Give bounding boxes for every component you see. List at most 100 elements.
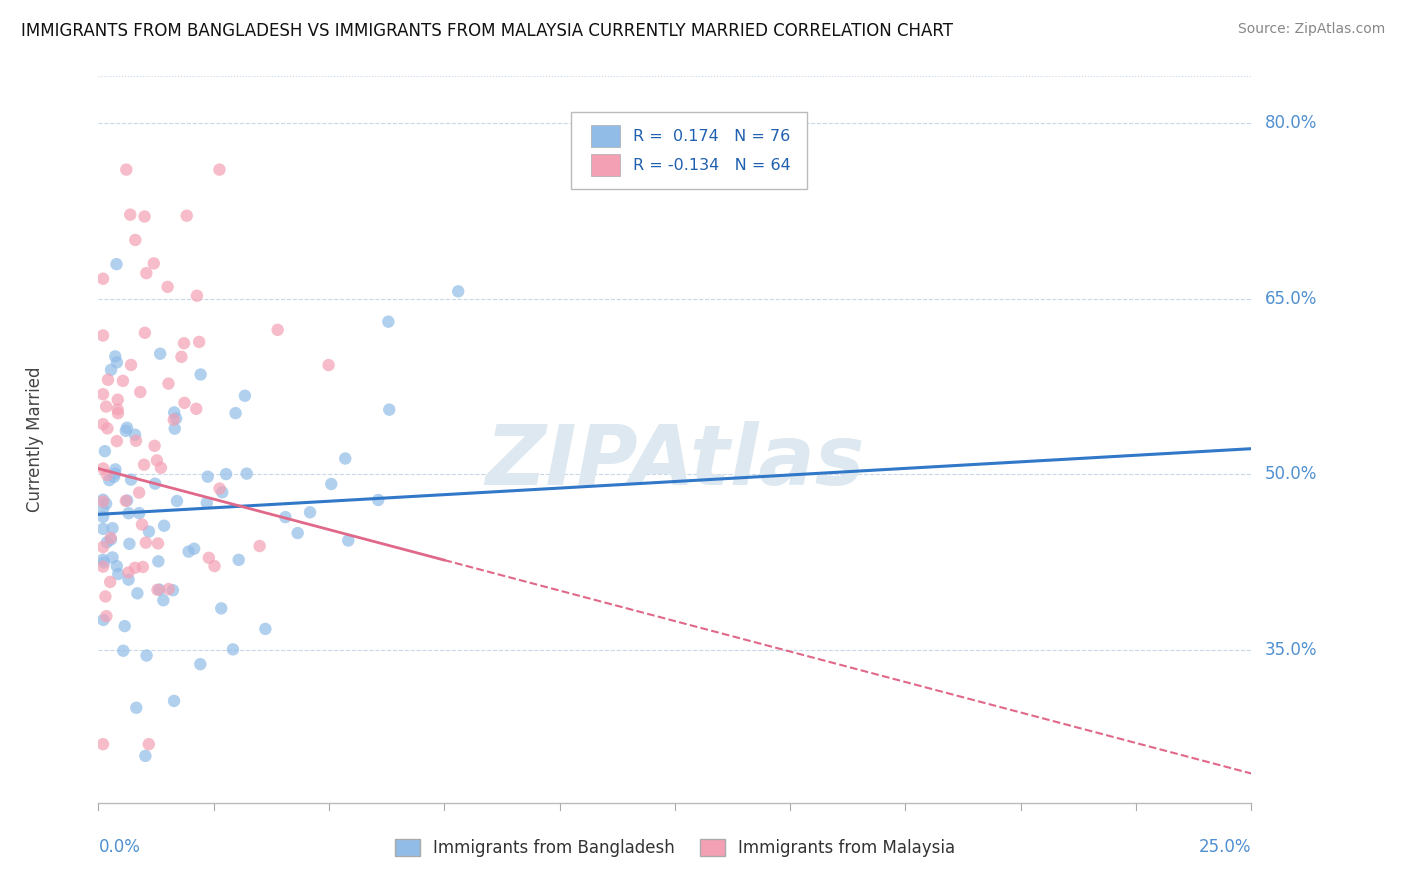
Text: 80.0%: 80.0% (1265, 113, 1317, 132)
Point (233, 389, 256, 403)
Point (117, 506, 139, 520)
Point (186, 289, 208, 303)
Point (115, 162, 138, 177)
Point (208, 482, 231, 496)
Point (91, 559, 114, 574)
Point (93, 556, 115, 570)
Point (124, 561, 146, 575)
Point (101, 550, 124, 565)
Point (128, 506, 150, 520)
Point (142, 256, 165, 270)
Point (104, 462, 127, 476)
Point (188, 657, 211, 672)
Point (447, 285, 470, 299)
Point (91, 387, 114, 401)
Text: Source: ZipAtlas.com: Source: ZipAtlas.com (1237, 22, 1385, 37)
Point (104, 467, 127, 481)
Point (135, 535, 157, 549)
Point (94, 444, 117, 458)
Point (104, 350, 127, 364)
Point (107, 402, 129, 417)
Point (146, 453, 169, 467)
Point (254, 622, 277, 636)
Point (124, 427, 146, 442)
Point (163, 405, 186, 419)
Point (228, 553, 250, 567)
Point (157, 582, 180, 596)
Point (163, 694, 186, 708)
Point (299, 505, 322, 519)
Point (132, 458, 155, 472)
Point (235, 467, 257, 481)
Point (97, 373, 120, 387)
Point (377, 315, 399, 329)
Point (222, 642, 245, 657)
Point (321, 477, 343, 491)
Point (128, 485, 150, 500)
Point (105, 559, 128, 574)
Text: ZIPAtlas: ZIPAtlas (485, 421, 865, 501)
Point (112, 644, 135, 658)
Point (163, 412, 186, 426)
Point (378, 402, 401, 417)
Point (188, 334, 211, 349)
Point (125, 700, 148, 714)
Text: 0.0%: 0.0% (98, 838, 141, 856)
Point (91, 552, 114, 566)
Point (124, 233, 146, 247)
Point (208, 162, 231, 177)
Point (186, 401, 208, 416)
Point (111, 374, 134, 388)
Point (138, 737, 160, 751)
FancyBboxPatch shape (591, 125, 620, 147)
Point (148, 554, 170, 568)
Point (100, 531, 122, 545)
Point (170, 350, 193, 364)
Point (134, 326, 156, 340)
Point (94, 590, 117, 604)
Point (149, 460, 172, 475)
Point (120, 208, 142, 222)
Point (209, 601, 232, 615)
Point (162, 583, 184, 598)
Point (135, 266, 157, 280)
Text: Currently Married: Currently Married (25, 367, 44, 512)
Legend: Immigrants from Bangladesh, Immigrants from Malaysia: Immigrants from Bangladesh, Immigrants f… (388, 832, 962, 863)
Point (100, 533, 122, 547)
Point (166, 494, 188, 508)
Point (91, 417, 114, 431)
Point (91, 328, 114, 343)
Point (117, 566, 139, 580)
Point (101, 521, 124, 535)
FancyBboxPatch shape (591, 154, 620, 176)
Point (120, 473, 142, 487)
Point (143, 476, 166, 491)
Point (157, 376, 180, 391)
Point (183, 541, 205, 556)
Point (103, 470, 125, 484)
Text: IMMIGRANTS FROM BANGLADESH VS IMMIGRANTS FROM MALAYSIA CURRENTLY MARRIED CORRELA: IMMIGRANTS FROM BANGLADESH VS IMMIGRANTS… (21, 22, 953, 40)
Point (105, 434, 128, 449)
Point (287, 526, 309, 541)
Point (156, 280, 179, 294)
Point (115, 421, 138, 435)
Point (204, 559, 226, 574)
Point (114, 619, 136, 633)
Point (127, 586, 149, 600)
Point (93, 613, 115, 627)
Text: 65.0%: 65.0% (1265, 290, 1317, 308)
Point (107, 392, 129, 407)
Point (91, 540, 114, 554)
Point (367, 493, 389, 508)
Point (114, 493, 136, 508)
Point (105, 257, 128, 271)
Point (96, 400, 118, 414)
FancyBboxPatch shape (571, 112, 807, 188)
Point (177, 544, 200, 558)
Point (211, 485, 233, 500)
Point (114, 424, 136, 438)
Point (163, 422, 186, 436)
Point (91, 737, 114, 751)
Point (190, 368, 212, 382)
Point (91, 494, 114, 508)
